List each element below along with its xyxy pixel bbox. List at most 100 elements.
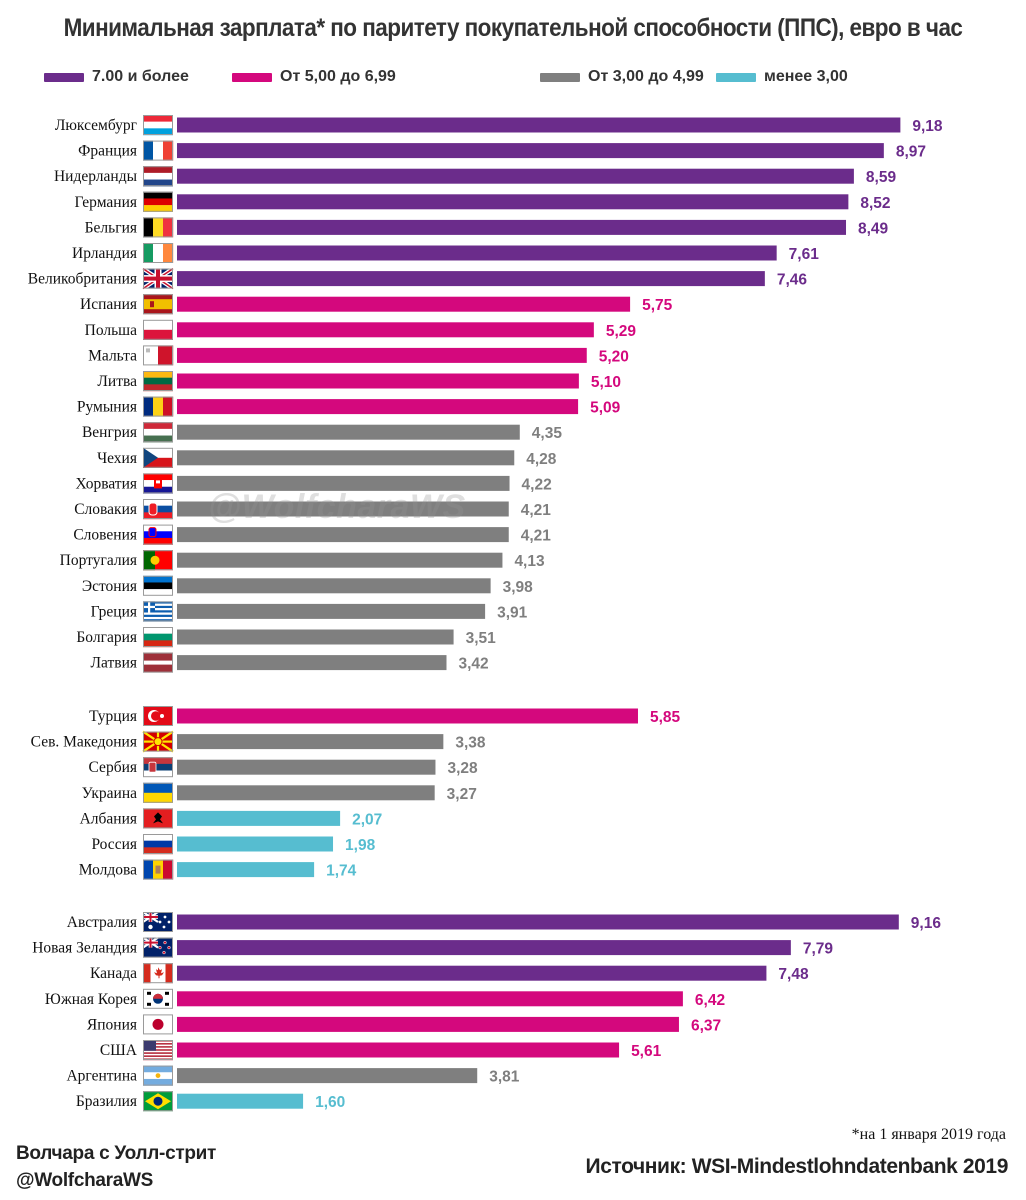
value-label: 1,98 bbox=[345, 837, 376, 854]
value-label: 7,48 bbox=[778, 966, 809, 983]
value-label: 7,79 bbox=[803, 941, 834, 958]
albania-flag-icon bbox=[143, 808, 173, 829]
category-label: Польша bbox=[85, 322, 137, 339]
bar bbox=[177, 424, 520, 440]
value-label: 7,46 bbox=[777, 272, 808, 289]
australia-flag-icon bbox=[142, 911, 173, 932]
bar bbox=[177, 1068, 478, 1084]
bar bbox=[177, 940, 791, 956]
malta-flag-icon bbox=[143, 345, 174, 366]
croatia-flag-icon bbox=[143, 473, 173, 494]
bar bbox=[177, 194, 849, 210]
category-label: Сев. Македония bbox=[31, 734, 137, 751]
value-label: 3,38 bbox=[455, 735, 486, 752]
author-handle: @WolfcharaWS bbox=[16, 1170, 154, 1191]
category-label: Испания bbox=[80, 296, 137, 313]
value-label: 5,20 bbox=[599, 348, 629, 365]
bar bbox=[177, 271, 765, 287]
bulgaria-flag-icon bbox=[143, 627, 173, 648]
category-label: США bbox=[100, 1042, 138, 1059]
value-label: 6,42 bbox=[695, 992, 725, 1009]
romania-flag-icon bbox=[143, 396, 174, 417]
value-label: 5,29 bbox=[606, 323, 637, 340]
value-label: 5,10 bbox=[591, 374, 621, 391]
value-label: 3,51 bbox=[466, 630, 497, 647]
bar bbox=[177, 965, 767, 981]
watermark: @WolfcharaWS bbox=[208, 488, 466, 526]
bar bbox=[177, 501, 509, 517]
netherlands-flag-icon bbox=[143, 166, 173, 187]
turkey-flag-icon bbox=[143, 706, 173, 726]
bar bbox=[177, 552, 503, 568]
ireland-flag-icon bbox=[143, 243, 174, 263]
value-label: 7,61 bbox=[789, 246, 820, 263]
category-label: Латвия bbox=[90, 655, 137, 672]
bar bbox=[177, 168, 854, 184]
moldova-flag-icon bbox=[143, 859, 174, 880]
bar bbox=[177, 1016, 679, 1032]
latvia-flag-icon bbox=[143, 652, 173, 673]
category-label: Россия bbox=[91, 836, 137, 853]
category-label: Бельгия bbox=[85, 219, 137, 236]
category-label: Ирландия bbox=[72, 245, 137, 262]
legend-item-3-to-5: От 3,00 до 4,99 bbox=[540, 66, 704, 88]
bar bbox=[177, 143, 884, 159]
new-zealand-flag-icon bbox=[142, 936, 173, 958]
value-label: 4,13 bbox=[514, 553, 545, 570]
value-label: 1,60 bbox=[315, 1094, 345, 1111]
bar bbox=[177, 759, 436, 775]
category-label: Чехия bbox=[97, 450, 137, 467]
germany-flag-icon bbox=[143, 191, 173, 212]
category-label: Канада bbox=[90, 965, 137, 982]
footnote: *на 1 января 2019 года bbox=[851, 1126, 1006, 1143]
bar bbox=[177, 991, 683, 1007]
value-label: 5,75 bbox=[642, 297, 673, 314]
bar bbox=[177, 527, 509, 543]
category-label: Южная Корея bbox=[45, 991, 137, 1008]
bar bbox=[177, 603, 486, 619]
chart-title: Минимальная зарплата* по паритету покупа… bbox=[63, 14, 963, 42]
bar bbox=[177, 708, 638, 724]
category-label: Венгрия bbox=[82, 424, 137, 441]
category-label: Молдова bbox=[79, 862, 137, 879]
category-label: Новая Зеландия bbox=[32, 940, 137, 957]
south-korea-flag-icon bbox=[143, 988, 173, 1009]
legend-label: 7.00 и более bbox=[92, 68, 189, 85]
bar bbox=[177, 373, 579, 389]
legend-label: От 3,00 до 4,99 bbox=[588, 68, 704, 85]
bar bbox=[177, 1093, 304, 1109]
value-label: 4,28 bbox=[526, 451, 557, 468]
legend-label: От 5,00 до 6,99 bbox=[280, 68, 396, 85]
value-label: 8,52 bbox=[860, 195, 890, 212]
value-label: 5,61 bbox=[631, 1043, 662, 1060]
legend-swatch-pink bbox=[232, 72, 272, 82]
portugal-flag-icon bbox=[143, 550, 173, 571]
bar bbox=[177, 117, 901, 133]
value-label: 9,16 bbox=[911, 915, 942, 932]
value-label: 5,09 bbox=[590, 400, 621, 417]
bar bbox=[177, 399, 579, 415]
category-label: Германия bbox=[75, 194, 137, 211]
canada-flag-icon bbox=[143, 963, 173, 984]
lithuania-flag-icon bbox=[143, 371, 173, 392]
russia-flag-icon bbox=[143, 834, 173, 855]
category-label: Греция bbox=[91, 603, 137, 620]
value-label: 4,22 bbox=[522, 476, 552, 493]
value-label: 3,81 bbox=[489, 1069, 520, 1086]
bar bbox=[177, 655, 447, 671]
value-label: 3,91 bbox=[497, 604, 528, 621]
bar bbox=[177, 347, 587, 363]
bar bbox=[177, 219, 847, 235]
category-label: Сербия bbox=[89, 759, 137, 776]
category-label: Франция bbox=[78, 143, 137, 160]
author-credit: Волчара с Уолл-стрит @WolfcharaWS bbox=[16, 1140, 216, 1194]
france-flag-icon bbox=[143, 140, 174, 161]
bar bbox=[177, 785, 435, 801]
legend-swatch-purple bbox=[44, 72, 84, 82]
legend-swatch-cyan bbox=[716, 72, 756, 82]
category-label: Эстония bbox=[82, 578, 137, 595]
ukraine-flag-icon bbox=[143, 782, 173, 803]
category-label: Нидерланды bbox=[54, 168, 138, 185]
category-label: Люксембург bbox=[55, 117, 137, 134]
